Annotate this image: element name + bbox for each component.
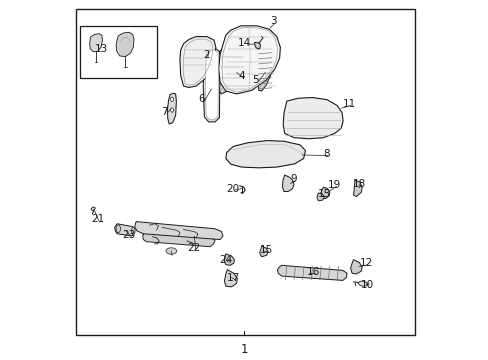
Polygon shape <box>180 37 215 87</box>
Polygon shape <box>282 175 293 192</box>
Polygon shape <box>258 49 273 91</box>
Polygon shape <box>167 93 176 124</box>
Polygon shape <box>277 265 346 280</box>
Polygon shape <box>283 98 343 139</box>
Text: 11: 11 <box>342 99 355 109</box>
Ellipse shape <box>170 97 173 102</box>
Polygon shape <box>218 26 280 94</box>
Text: 9: 9 <box>290 174 297 184</box>
Polygon shape <box>259 246 267 257</box>
Polygon shape <box>115 224 135 236</box>
Polygon shape <box>142 231 215 247</box>
Ellipse shape <box>116 225 120 233</box>
Polygon shape <box>89 34 102 51</box>
Ellipse shape <box>91 207 95 210</box>
Bar <box>80 26 157 78</box>
Text: 3: 3 <box>269 17 276 27</box>
Text: 12: 12 <box>359 258 372 268</box>
Text: 10: 10 <box>360 280 373 290</box>
Polygon shape <box>224 270 237 287</box>
Text: 16: 16 <box>306 267 319 277</box>
Text: 7: 7 <box>161 107 168 117</box>
Ellipse shape <box>358 281 366 286</box>
Text: 21: 21 <box>91 215 104 224</box>
Polygon shape <box>225 140 305 168</box>
Polygon shape <box>254 42 260 49</box>
Polygon shape <box>350 260 362 274</box>
Text: 8: 8 <box>322 149 329 159</box>
Text: 13: 13 <box>94 44 107 54</box>
Ellipse shape <box>131 227 135 234</box>
Text: 19: 19 <box>327 180 341 190</box>
Polygon shape <box>205 50 218 120</box>
Text: 18: 18 <box>352 179 365 189</box>
Ellipse shape <box>165 248 176 254</box>
Text: 2: 2 <box>203 50 209 60</box>
Text: 4: 4 <box>238 71 244 81</box>
Text: 15: 15 <box>317 189 330 199</box>
Text: 14: 14 <box>237 38 251 48</box>
Text: 15: 15 <box>260 244 273 255</box>
Polygon shape <box>224 254 234 265</box>
Text: 22: 22 <box>187 243 201 253</box>
Text: 1: 1 <box>240 343 248 356</box>
Polygon shape <box>316 193 324 201</box>
Text: 24: 24 <box>219 255 232 265</box>
Polygon shape <box>203 48 220 122</box>
Text: 5: 5 <box>251 75 258 85</box>
Text: 17: 17 <box>226 273 240 283</box>
Ellipse shape <box>170 108 173 112</box>
Polygon shape <box>116 32 134 57</box>
Polygon shape <box>135 222 223 239</box>
Polygon shape <box>320 187 329 199</box>
Polygon shape <box>218 42 247 94</box>
Text: 20: 20 <box>226 184 239 194</box>
Text: 6: 6 <box>198 94 204 104</box>
Polygon shape <box>353 180 362 197</box>
Text: 23: 23 <box>122 230 135 239</box>
